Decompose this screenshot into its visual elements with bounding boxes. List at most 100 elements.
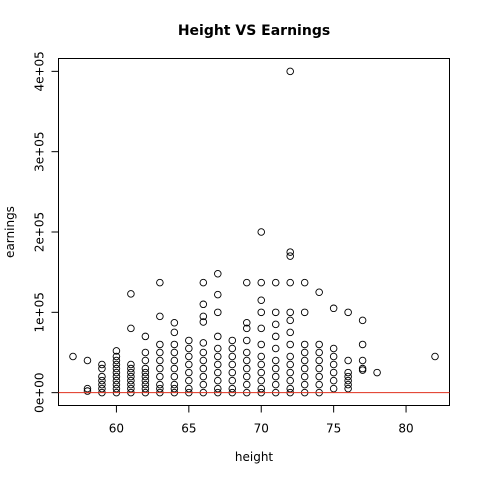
point bbox=[344, 372, 352, 381]
point bbox=[286, 248, 294, 256]
point bbox=[431, 352, 439, 361]
point bbox=[271, 278, 280, 287]
point bbox=[199, 312, 208, 321]
point bbox=[214, 376, 222, 385]
point bbox=[112, 347, 121, 355]
point bbox=[315, 372, 323, 381]
point bbox=[214, 308, 222, 317]
point bbox=[170, 384, 179, 393]
point bbox=[127, 290, 135, 298]
point bbox=[228, 368, 237, 377]
x-tick-label: 75 bbox=[326, 422, 341, 436]
point bbox=[83, 384, 92, 393]
point bbox=[243, 319, 251, 327]
point bbox=[170, 340, 179, 349]
point bbox=[300, 356, 309, 365]
y-tick-label: 1e+05 bbox=[33, 292, 47, 332]
point bbox=[257, 360, 265, 369]
point bbox=[257, 228, 265, 236]
point bbox=[329, 368, 338, 377]
point bbox=[271, 332, 280, 341]
point bbox=[344, 308, 352, 317]
point bbox=[257, 368, 265, 377]
point bbox=[243, 356, 251, 365]
point bbox=[344, 384, 352, 393]
point bbox=[199, 300, 208, 309]
point bbox=[344, 356, 352, 365]
point bbox=[98, 360, 106, 369]
point bbox=[344, 380, 352, 389]
point bbox=[185, 352, 193, 361]
point bbox=[243, 380, 251, 389]
point bbox=[141, 348, 150, 357]
point bbox=[373, 368, 381, 377]
point bbox=[185, 336, 193, 345]
point bbox=[286, 308, 294, 317]
y-tick-label: 0e+00 bbox=[33, 372, 47, 412]
y-axis-label: earnings bbox=[3, 206, 17, 258]
x-tick-label: 60 bbox=[109, 422, 124, 436]
point bbox=[243, 364, 251, 373]
point bbox=[141, 364, 150, 373]
point bbox=[228, 344, 237, 353]
point bbox=[127, 380, 135, 389]
point bbox=[257, 324, 265, 333]
point bbox=[271, 356, 280, 365]
point bbox=[127, 364, 135, 373]
point bbox=[243, 324, 251, 333]
point bbox=[257, 352, 265, 361]
point bbox=[214, 270, 222, 278]
point bbox=[112, 360, 121, 369]
point bbox=[344, 376, 352, 385]
point bbox=[243, 372, 251, 381]
point bbox=[156, 364, 164, 373]
point bbox=[257, 384, 265, 393]
point bbox=[156, 372, 164, 381]
point bbox=[228, 360, 237, 369]
point bbox=[358, 340, 367, 349]
x-axis-label: height bbox=[235, 450, 274, 464]
point bbox=[127, 384, 135, 393]
point bbox=[315, 380, 323, 389]
point bbox=[199, 356, 208, 365]
point bbox=[228, 352, 237, 361]
point bbox=[358, 366, 367, 374]
point bbox=[300, 348, 309, 357]
point bbox=[243, 278, 251, 287]
point bbox=[112, 376, 121, 385]
y-tick-label: 2e+05 bbox=[33, 212, 47, 252]
point bbox=[185, 376, 193, 385]
point bbox=[228, 336, 237, 345]
point bbox=[286, 352, 294, 361]
point bbox=[329, 384, 338, 393]
point bbox=[300, 340, 309, 349]
point bbox=[271, 308, 280, 317]
point bbox=[243, 336, 251, 345]
point bbox=[156, 312, 164, 321]
point bbox=[112, 380, 121, 389]
point bbox=[329, 376, 338, 385]
point bbox=[286, 252, 294, 260]
point bbox=[199, 339, 208, 347]
point bbox=[156, 384, 164, 393]
point bbox=[141, 372, 150, 381]
point bbox=[98, 384, 106, 393]
point bbox=[271, 372, 280, 381]
point bbox=[156, 356, 164, 365]
point bbox=[170, 380, 179, 389]
point bbox=[156, 380, 164, 389]
point bbox=[199, 278, 208, 287]
point bbox=[199, 372, 208, 381]
point bbox=[98, 380, 106, 389]
point bbox=[300, 364, 309, 373]
point bbox=[199, 348, 208, 357]
x-tick-label: 65 bbox=[181, 422, 196, 436]
point bbox=[141, 376, 150, 385]
point bbox=[170, 348, 179, 357]
point bbox=[286, 340, 294, 349]
y-tick-label: 3e+05 bbox=[33, 132, 47, 172]
point bbox=[98, 376, 106, 385]
chart-title: Height VS Earnings bbox=[178, 23, 330, 39]
